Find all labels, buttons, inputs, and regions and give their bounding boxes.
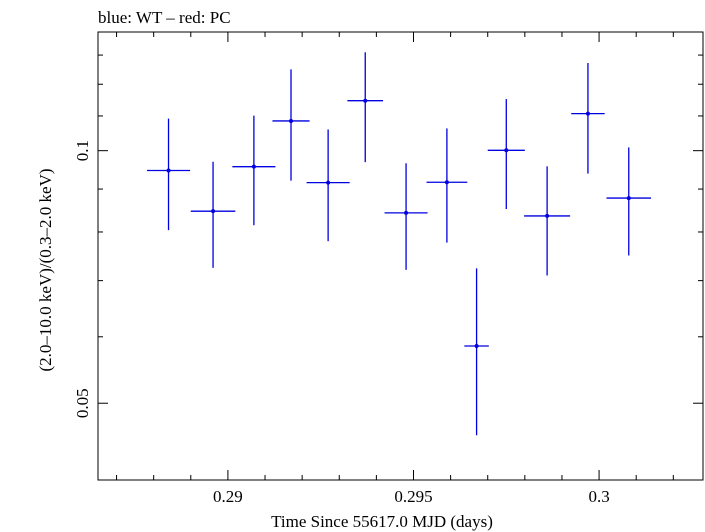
- x-axis-tick-labels: 0.29 0.295 0.3: [213, 487, 610, 506]
- data-point: [384, 163, 428, 270]
- data-point: [190, 161, 236, 268]
- x-tick-label: 0.29: [213, 487, 243, 506]
- x-tick-label: 0.295: [394, 487, 432, 506]
- x-tick-label: 0.3: [588, 487, 609, 506]
- data-point: [464, 268, 489, 436]
- data-point: [306, 129, 350, 242]
- data-point: [347, 52, 384, 163]
- point-marker: [363, 98, 368, 103]
- point-marker: [444, 180, 449, 185]
- point-marker: [585, 111, 590, 116]
- plot-frame: [97, 31, 704, 481]
- point-marker: [251, 164, 256, 169]
- point-marker: [326, 180, 331, 185]
- point-marker: [166, 168, 171, 173]
- data-point: [571, 63, 605, 174]
- data-point: [426, 128, 468, 243]
- chart-title: blue: WT – red: PC: [98, 8, 231, 27]
- data-point: [487, 99, 525, 210]
- point-marker: [504, 148, 509, 153]
- x-axis-ticks: [116, 32, 674, 480]
- point-marker: [404, 210, 409, 215]
- y-tick-label: 0.05: [73, 388, 92, 418]
- y-axis-label: (2.0–10.0 keV)/(0.3–2.0 keV): [36, 168, 55, 371]
- data-point: [524, 166, 571, 276]
- data-point: [272, 69, 310, 181]
- data-points: [146, 52, 652, 436]
- data-point: [146, 118, 191, 231]
- y-axis-ticks: [98, 54, 703, 404]
- y-axis-tick-labels: 0.05 0.1: [73, 140, 92, 418]
- point-marker: [474, 344, 479, 349]
- point-marker: [626, 196, 631, 201]
- data-point: [232, 115, 276, 226]
- point-marker: [289, 118, 294, 123]
- point-marker: [211, 209, 216, 214]
- point-marker: [545, 213, 550, 218]
- data-point: [606, 147, 652, 256]
- y-tick-label: 0.1: [73, 140, 92, 161]
- x-axis-label: Time Since 55617.0 MJD (days): [271, 512, 493, 531]
